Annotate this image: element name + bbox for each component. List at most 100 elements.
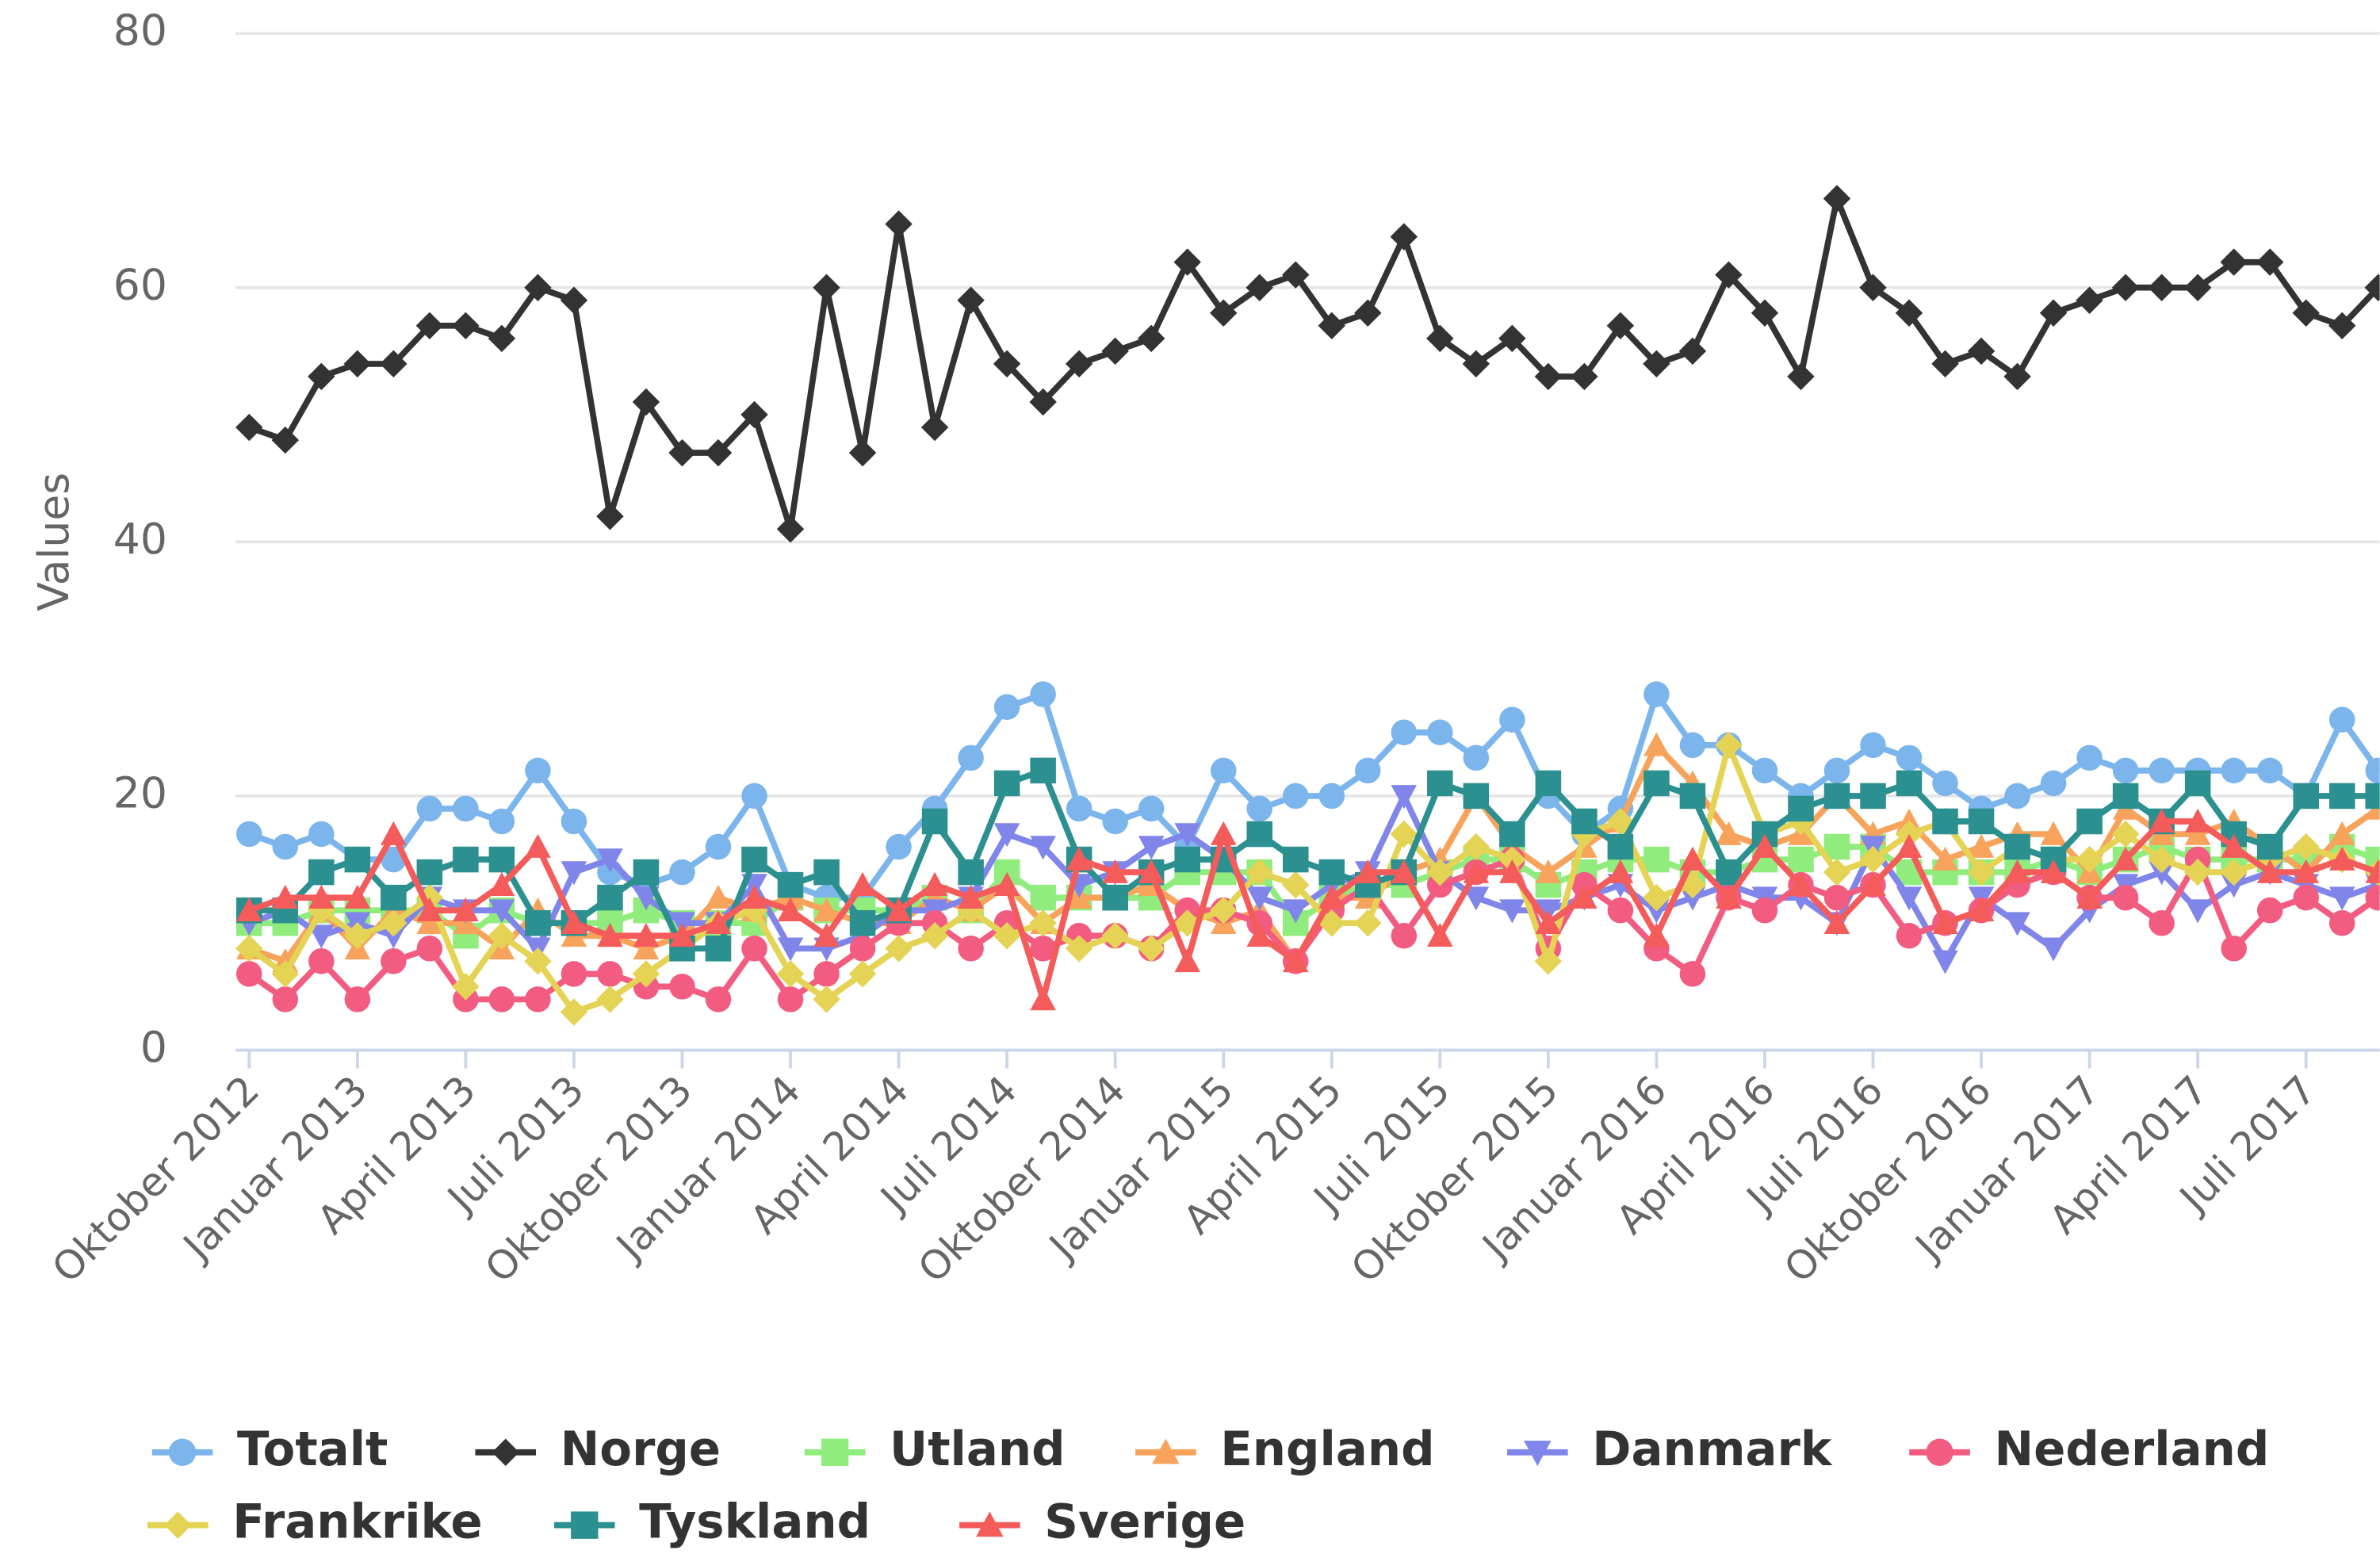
marker bbox=[1679, 886, 1706, 911]
marker bbox=[741, 884, 767, 909]
marker bbox=[168, 1438, 197, 1466]
marker bbox=[1678, 337, 1707, 366]
marker bbox=[2076, 286, 2103, 314]
marker bbox=[1860, 783, 1886, 810]
y-axis-title: Values bbox=[29, 473, 78, 611]
legend-label: Nederland bbox=[1994, 1422, 2269, 1476]
marker bbox=[1030, 936, 1056, 962]
marker bbox=[705, 833, 732, 860]
marker bbox=[561, 961, 587, 987]
marker bbox=[1318, 909, 1345, 937]
marker bbox=[1643, 846, 1670, 873]
marker bbox=[776, 960, 805, 988]
marker bbox=[2256, 859, 2283, 883]
series-line bbox=[248, 793, 2380, 965]
marker bbox=[272, 986, 299, 1012]
y-tick-label: 40 bbox=[113, 514, 167, 564]
marker bbox=[813, 922, 840, 947]
marker bbox=[1138, 836, 1165, 860]
marker bbox=[1391, 859, 1418, 883]
marker bbox=[1462, 832, 1490, 861]
marker bbox=[669, 974, 695, 1000]
marker bbox=[1896, 886, 1923, 911]
marker bbox=[1210, 821, 1237, 845]
marker bbox=[1318, 884, 1345, 909]
marker bbox=[1246, 886, 1273, 911]
marker bbox=[921, 871, 948, 896]
marker bbox=[1391, 785, 1418, 810]
marker bbox=[1788, 846, 1814, 873]
marker bbox=[920, 413, 949, 442]
marker bbox=[1391, 719, 1418, 746]
marker bbox=[1426, 858, 1454, 886]
marker bbox=[1968, 833, 1995, 858]
marker bbox=[1751, 299, 1779, 327]
marker bbox=[2184, 770, 2211, 797]
marker bbox=[2256, 833, 2283, 860]
marker bbox=[1030, 681, 1056, 707]
legend-label: Frankrike bbox=[232, 1495, 482, 1549]
legend-item: Nederland bbox=[1909, 1422, 2269, 1476]
y-tick-label: 60 bbox=[113, 259, 167, 309]
marker bbox=[488, 922, 516, 950]
marker bbox=[1896, 833, 1923, 858]
marker bbox=[272, 833, 299, 860]
marker bbox=[1787, 362, 1815, 391]
marker bbox=[1932, 808, 1958, 835]
marker bbox=[343, 350, 372, 378]
marker bbox=[1823, 909, 1850, 935]
marker bbox=[381, 924, 407, 949]
marker bbox=[560, 286, 588, 314]
marker bbox=[2148, 845, 2175, 874]
marker bbox=[1716, 884, 1742, 909]
marker bbox=[704, 438, 733, 467]
series bbox=[236, 681, 2380, 911]
marker bbox=[740, 400, 768, 429]
marker bbox=[2184, 808, 2211, 832]
marker bbox=[1426, 324, 1454, 353]
marker bbox=[2293, 859, 2319, 883]
y-tick-label: 0 bbox=[140, 1022, 167, 1072]
marker bbox=[488, 899, 515, 924]
marker bbox=[1859, 845, 1887, 874]
marker bbox=[958, 744, 984, 771]
marker bbox=[1823, 185, 1851, 212]
marker bbox=[993, 823, 1020, 848]
marker bbox=[596, 986, 624, 1013]
marker bbox=[1534, 947, 1563, 975]
marker bbox=[1571, 884, 1598, 909]
marker bbox=[525, 909, 551, 936]
marker bbox=[2076, 808, 2103, 835]
marker bbox=[452, 973, 480, 1001]
legend-label: Norge bbox=[561, 1422, 721, 1476]
marker bbox=[1643, 899, 1670, 924]
marker bbox=[1102, 859, 1128, 883]
marker bbox=[1318, 859, 1345, 886]
legend-item: Sverige bbox=[959, 1495, 1245, 1549]
marker bbox=[1499, 859, 1525, 883]
legend-label: Utland bbox=[890, 1422, 1066, 1476]
marker bbox=[920, 922, 949, 950]
marker bbox=[2112, 757, 2139, 784]
marker bbox=[741, 783, 767, 810]
marker bbox=[1535, 859, 1562, 883]
marker bbox=[597, 884, 623, 911]
marker bbox=[2076, 744, 2103, 771]
marker bbox=[236, 897, 262, 922]
marker bbox=[848, 438, 877, 467]
marker bbox=[849, 936, 876, 962]
marker bbox=[2221, 936, 2247, 962]
marker bbox=[1462, 350, 1490, 378]
marker bbox=[2111, 274, 2140, 301]
marker bbox=[561, 861, 587, 886]
marker bbox=[1066, 846, 1092, 871]
marker bbox=[525, 757, 551, 784]
marker bbox=[1354, 909, 1382, 937]
marker bbox=[596, 503, 624, 530]
marker bbox=[1390, 223, 1418, 251]
marker bbox=[1174, 823, 1200, 848]
marker bbox=[1427, 719, 1453, 746]
marker bbox=[1137, 324, 1165, 353]
marker bbox=[1066, 795, 1092, 822]
